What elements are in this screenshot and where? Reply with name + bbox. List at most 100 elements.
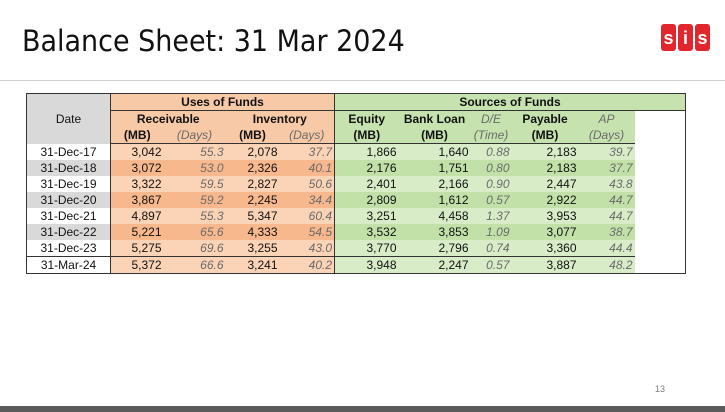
- receivable-days-value: 65.6: [163, 224, 226, 240]
- receivable-value: 3,042: [110, 143, 164, 160]
- bank-loan-value: 2,247: [398, 256, 471, 274]
- row-date: 31-Dec-18: [26, 160, 111, 176]
- equity-value: 3,948: [334, 256, 399, 274]
- sources-of-funds-header: Sources of Funds: [334, 93, 686, 111]
- payable-value: 3,953: [511, 208, 579, 224]
- payable-value: 3,077: [511, 224, 579, 240]
- table-row: 31-Dec-23 5,275 69.6 3,255 43.0 3,770 2,…: [26, 240, 686, 257]
- inventory-mb-unit: (MB): [225, 127, 280, 144]
- inventory-days-value: 34.4: [279, 192, 335, 208]
- table-row: 31-Dec-22 5,221 65.6 4,333 54.5 3,532 3,…: [26, 224, 686, 240]
- receivable-value: 5,372: [110, 256, 164, 274]
- title-divider: [0, 80, 725, 81]
- ap-days-value: 44.4: [578, 240, 635, 257]
- sis-logo: s i s: [661, 24, 710, 51]
- svg-text:s: s: [663, 28, 673, 48]
- balance-sheet-table: Date Uses of Funds Sources of Funds Rece…: [26, 93, 687, 274]
- bank-loan-value: 1,612: [398, 192, 471, 208]
- de-header: D/E: [470, 110, 512, 127]
- row-date: 31-Dec-21: [26, 208, 111, 224]
- de-value: 1.37: [470, 208, 512, 224]
- receivable-value: 4,897: [110, 208, 164, 224]
- bank-loan-value: 3,853: [398, 224, 471, 240]
- bank-loan-value: 2,166: [398, 176, 471, 192]
- svg-text:i: i: [683, 28, 688, 48]
- equity-value: 2,401: [334, 176, 399, 192]
- receivable-value: 3,867: [110, 192, 164, 208]
- inventory-value: 2,827: [225, 176, 280, 192]
- inventory-days-value: 50.6: [279, 176, 335, 192]
- receivable-days-value: 66.6: [163, 256, 226, 274]
- de-value: 1.09: [470, 224, 512, 240]
- bottom-bar: [0, 406, 725, 412]
- payable-value: 2,183: [511, 143, 579, 160]
- payable-value: 2,447: [511, 176, 579, 192]
- ap-days-value: 48.2: [578, 256, 635, 274]
- equity-value: 3,532: [334, 224, 399, 240]
- receivable-days-value: 53.0: [163, 160, 226, 176]
- receivable-days-value: 59.2: [163, 192, 226, 208]
- de-value: 0.88: [470, 143, 512, 160]
- slide-title: Balance Sheet: 31 Mar 2024: [22, 24, 405, 58]
- bank-loan-mb-unit: (MB): [398, 127, 471, 144]
- row-date: 31-Dec-20: [26, 192, 111, 208]
- inventory-value: 5,347: [225, 208, 280, 224]
- row-date: 31-Dec-22: [26, 224, 111, 240]
- group-header-row: Date Uses of Funds Sources of Funds: [26, 93, 686, 144]
- date-header: Date: [26, 93, 111, 144]
- receivable-mb-unit: (MB): [110, 127, 164, 144]
- table-row: 31-Mar-24 5,372 66.6 3,241 40.2 3,948 2,…: [26, 256, 686, 274]
- svg-text:s: s: [697, 28, 707, 48]
- inventory-value: 2,326: [225, 160, 280, 176]
- equity-value: 1,866: [334, 143, 399, 160]
- inventory-header: Inventory: [225, 110, 335, 127]
- receivable-days-value: 55.3: [163, 143, 226, 160]
- bank-loan-header: Bank Loan: [398, 110, 471, 127]
- column-unit-row: (MB) (Days) (MB) (Days) (MB) (MB) (Time)…: [27, 127, 686, 144]
- de-value: 0.57: [470, 256, 512, 274]
- equity-value: 3,770: [334, 240, 399, 257]
- de-value: 0.57: [470, 192, 512, 208]
- receivable-days-value: 69.6: [163, 240, 226, 257]
- ap-days-unit: (Days): [578, 127, 635, 144]
- table-row: 31-Dec-20 3,867 59.2 2,245 34.4 2,809 1,…: [26, 192, 686, 208]
- receivable-value: 3,072: [110, 160, 164, 176]
- inventory-days-value: 60.4: [279, 208, 335, 224]
- ap-days-value: 37.7: [578, 160, 635, 176]
- receivable-value: 3,322: [110, 176, 164, 192]
- inventory-days-value: 40.2: [279, 256, 335, 274]
- payable-value: 2,183: [511, 160, 579, 176]
- table-row: 31-Dec-19 3,322 59.5 2,827 50.6 2,401 2,…: [26, 176, 686, 192]
- inventory-value: 2,078: [225, 143, 280, 160]
- receivable-value: 5,275: [110, 240, 164, 257]
- payable-value: 2,922: [511, 192, 579, 208]
- ap-days-value: 44.7: [578, 192, 635, 208]
- de-value: 0.90: [470, 176, 512, 192]
- receivable-header: Receivable: [110, 110, 226, 127]
- de-time-unit: (Time): [470, 127, 512, 144]
- inventory-days-value: 37.7: [279, 143, 335, 160]
- equity-mb-unit: (MB): [334, 127, 399, 144]
- payable-value: 3,887: [511, 256, 579, 274]
- payable-mb-unit: (MB): [511, 127, 579, 144]
- ap-days-value: 38.7: [578, 224, 635, 240]
- row-date: 31-Dec-17: [26, 143, 111, 160]
- uses-of-funds-header: Uses of Funds: [110, 93, 335, 111]
- row-date: 31-Dec-19: [26, 176, 111, 192]
- bank-loan-value: 1,751: [398, 160, 471, 176]
- bank-loan-value: 4,458: [398, 208, 471, 224]
- equity-value: 2,176: [334, 160, 399, 176]
- inventory-value: 2,245: [225, 192, 280, 208]
- payable-header: Payable: [511, 110, 579, 127]
- bank-loan-value: 2,796: [398, 240, 471, 257]
- inventory-days-value: 54.5: [279, 224, 335, 240]
- inventory-value: 3,241: [225, 256, 280, 274]
- table-row: 31-Dec-17 3,042 55.3 2,078 37.7 1,866 1,…: [26, 143, 686, 160]
- page-number: 13: [655, 384, 666, 394]
- de-value: 0.80: [470, 160, 512, 176]
- receivable-value: 5,221: [110, 224, 164, 240]
- inventory-days-value: 43.0: [279, 240, 335, 257]
- inventory-value: 3,255: [225, 240, 280, 257]
- ap-days-value: 39.7: [578, 143, 635, 160]
- equity-header: Equity: [334, 110, 399, 127]
